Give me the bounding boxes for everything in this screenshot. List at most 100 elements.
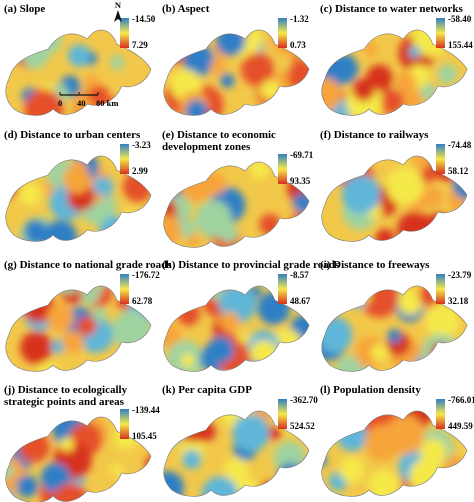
blob [88,85,110,107]
blob [92,176,112,196]
blob [321,454,327,467]
legend-top: -74.48 [448,140,472,150]
blob [163,410,184,448]
map [5,285,152,372]
blob [379,89,404,114]
legend-bottom: 48.67 [290,296,311,306]
scale-label: 0 [58,98,62,108]
legend-top: -23.79 [448,270,472,280]
blob [80,286,99,305]
blob [186,233,200,248]
map-fill [321,29,468,116]
blobs [5,155,152,242]
blob [22,419,38,435]
blob [52,483,89,502]
blob [176,302,201,326]
blob [341,174,381,214]
blob [163,31,184,65]
panel-title: (c) Distance to water networks [320,3,463,15]
legend-bottom: 155.44 [448,40,473,50]
blob [167,285,197,301]
map-fill [5,29,152,116]
blob [368,469,399,497]
blob [447,102,463,116]
blob [60,437,75,452]
blob [267,426,282,440]
blob [427,220,455,242]
blob [387,329,402,344]
blob [419,356,454,372]
panel-title: (e) Distance to economic [162,129,276,141]
map [5,155,152,242]
panel-title: (l) Population density [320,384,421,396]
legend-bar [278,154,287,184]
blob [133,87,152,110]
legend-bottom: 449.59 [448,421,473,431]
blob [250,340,278,368]
blob [180,353,195,368]
legend-bar [120,144,129,174]
panel: (d) Distance to urban centers-3.23 2.99 [4,129,152,242]
blob [178,161,195,174]
panel: (c) Distance to water networks-58.40 155.… [320,3,473,116]
blob [321,155,352,185]
blob [68,44,91,67]
blob [40,462,71,493]
blob [18,431,50,463]
blob [450,97,468,116]
blob [77,316,97,336]
legend-bar [436,18,445,48]
blob [119,104,142,116]
blob [294,348,309,363]
legend-bottom: 62.78 [132,296,153,306]
blob [407,105,421,116]
legend-bar [436,399,445,429]
map [321,410,468,497]
panel-title: (i) Distance to freeways [320,259,430,271]
blob [5,29,17,32]
blob [185,99,208,116]
blob [297,344,310,367]
blob [112,310,151,350]
blob [441,455,468,486]
map-outline [5,416,152,502]
legend-bottom: 93.35 [290,176,311,186]
panel-title: (a) Slope [4,3,45,15]
blob [46,303,74,332]
legend-top: -58.40 [448,14,472,24]
map [163,29,310,116]
scale-label: 40 [77,98,86,108]
map-outline [163,29,310,116]
blob [62,331,84,354]
blob [178,411,209,442]
map-outline [5,285,152,372]
blob [38,361,58,372]
panel: (h) Distance to provincial grade roads-8… [162,259,340,372]
blob [352,78,375,102]
blob [360,285,399,318]
north-arrow [114,10,122,22]
blob [336,420,368,452]
blob [98,215,133,242]
legend-bottom: 7.29 [132,40,148,50]
legend-bar [278,18,287,48]
blob [232,413,270,452]
blob [413,155,429,168]
panel: (l) Population density -766.01 449.59 [320,384,474,497]
map-outline [321,285,468,372]
blob [5,29,38,48]
blob [425,212,453,240]
blob [270,29,307,56]
blob [163,214,182,248]
panel-title: development zones [162,141,251,153]
blob [167,410,182,422]
panel-title: (h) Distance to provincial grade roads [162,259,340,271]
blob [451,466,468,489]
blob [287,213,310,248]
blob [5,285,19,304]
blob [386,167,424,206]
blob [425,229,452,242]
map-fill [163,161,310,248]
blob [430,343,450,362]
